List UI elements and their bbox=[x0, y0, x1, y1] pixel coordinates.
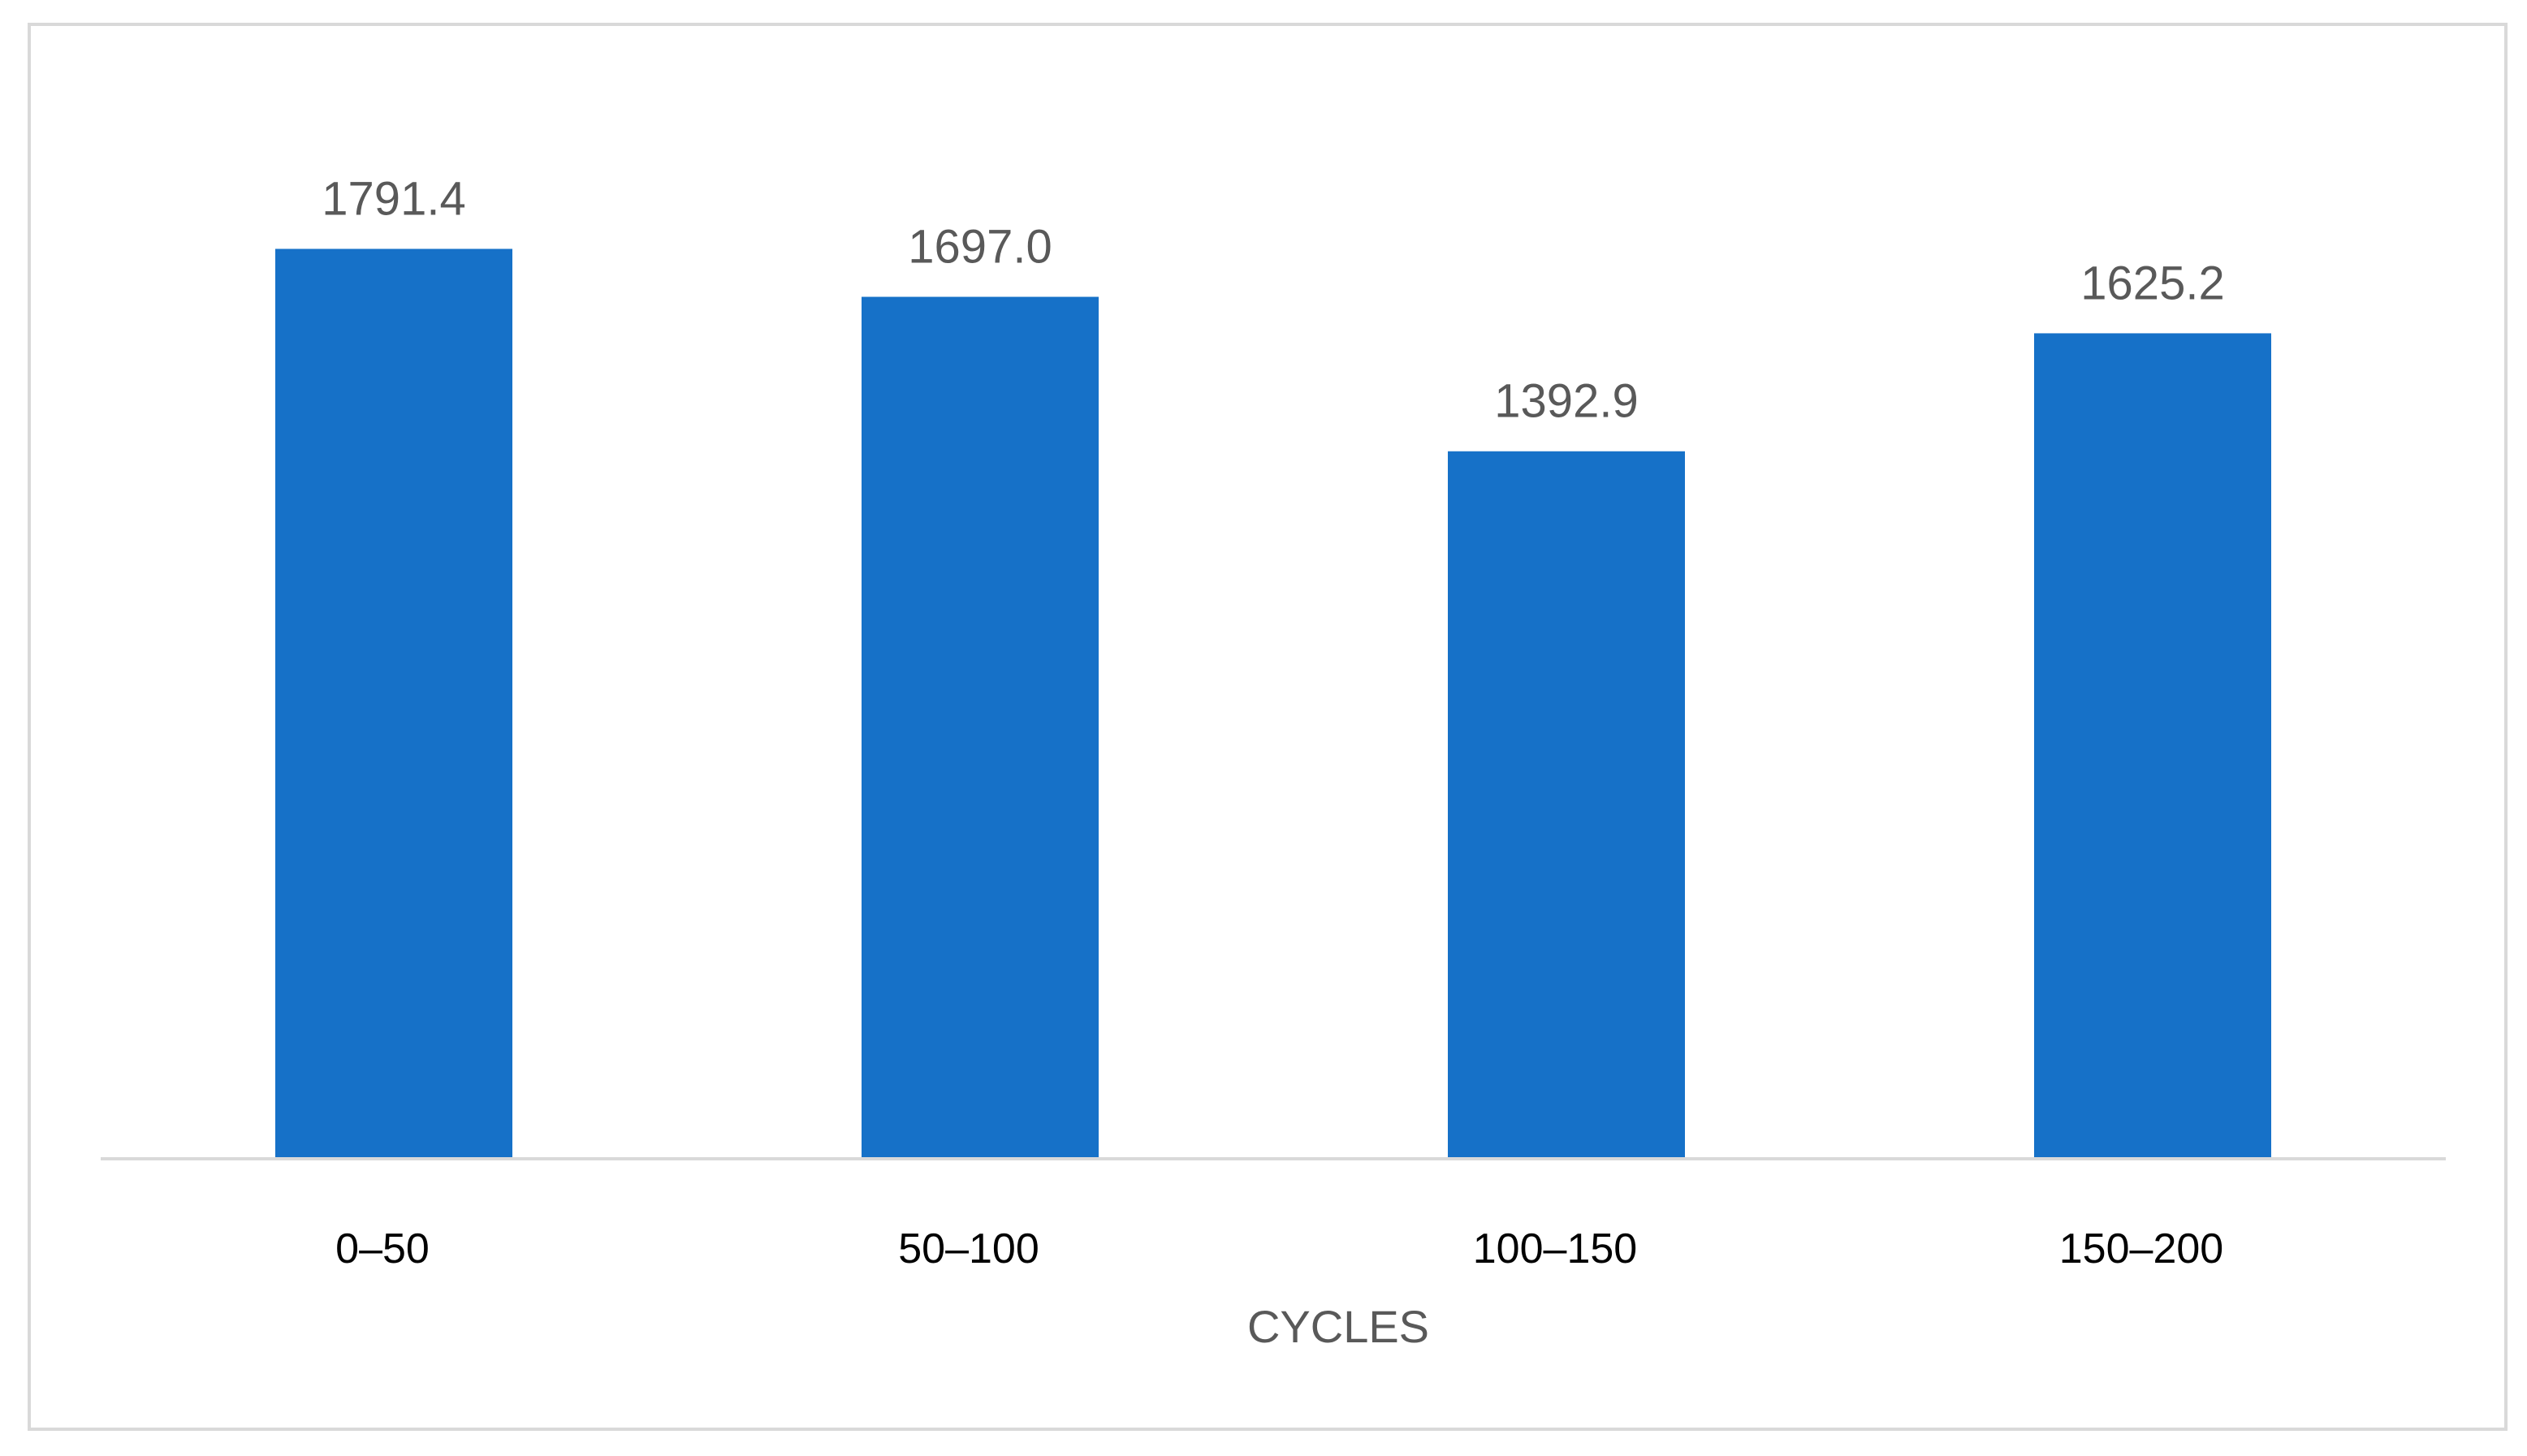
x-tick-label-100–150: 100–150 bbox=[1473, 1225, 1637, 1272]
bar-0–50 bbox=[275, 248, 512, 1160]
bar-150–200 bbox=[2034, 333, 2271, 1160]
data-label-150–200: 1625.2 bbox=[2080, 257, 2224, 309]
x-tick-label-150–200: 150–200 bbox=[2059, 1225, 2223, 1272]
data-label-100–150: 1392.9 bbox=[1494, 375, 1638, 428]
x-axis-title: CYCLES bbox=[1247, 1301, 1429, 1352]
bar-50–100 bbox=[862, 296, 1099, 1159]
x-tick-labels-layer: 0–50 50–100 100–150 150–200 bbox=[335, 1225, 2223, 1272]
x-tick-label-0–50: 0–50 bbox=[335, 1225, 430, 1272]
data-label-50–100: 1697.0 bbox=[908, 221, 1052, 274]
bar-100–150 bbox=[1448, 451, 1685, 1159]
x-tick-label-50–100: 50–100 bbox=[898, 1225, 1039, 1272]
data-label-0–50: 1791.4 bbox=[322, 172, 465, 225]
bars-layer bbox=[275, 248, 2271, 1160]
data-labels-layer: 1791.4 1697.0 1392.9 1625.2 bbox=[322, 172, 2224, 427]
